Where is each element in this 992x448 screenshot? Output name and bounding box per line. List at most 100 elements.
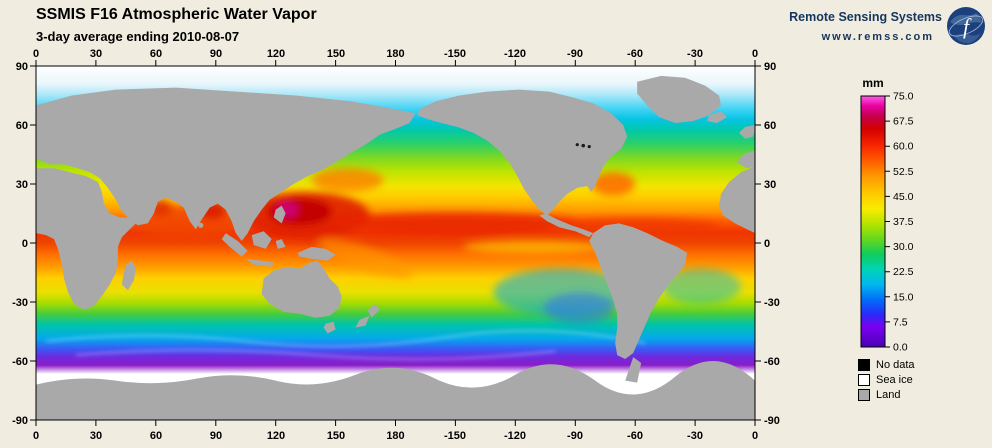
lat-tick-label: -60 — [764, 356, 780, 368]
no-data-swatch — [858, 358, 870, 371]
lon-tick-label: -90 — [567, 48, 583, 60]
landmass-tasmania — [323, 321, 336, 334]
landmass-australia — [261, 260, 342, 318]
lon-tick-label: -60 — [627, 430, 643, 442]
landmass-north-america — [417, 89, 628, 216]
lat-tick-label: 90 — [16, 61, 28, 73]
globe-landmass-south — [954, 32, 981, 44]
lon-tick-label: 120 — [267, 48, 285, 60]
lat-axis-right: 90 60 30 0 -30 -60 -90 — [764, 61, 780, 427]
legend-item-sea-ice: Sea ice — [858, 372, 915, 387]
colorbar-tick-label: 0.0 — [893, 342, 908, 354]
landmass-new-guinea — [297, 246, 336, 261]
landmass-british-isles — [739, 125, 755, 139]
colorbar-tick-label: 15.0 — [893, 291, 914, 303]
landmass-japan — [295, 144, 322, 173]
lat-tick-label: -60 — [12, 356, 28, 368]
landmass-new-zealand-north — [367, 303, 380, 318]
lon-tick-label: 90 — [210, 48, 222, 60]
lon-tick-label: -120 — [504, 430, 526, 442]
globe-orbit-ring — [948, 15, 984, 37]
landmass-java — [245, 258, 274, 267]
southern-ocean-streaks — [45, 329, 646, 361]
lat-tick-label: -90 — [764, 415, 780, 427]
landmass-eurasia — [36, 87, 416, 242]
lon-axis-top: 0 30 60 90 120 150 180 -150 -120 -90 -60… — [33, 48, 758, 60]
lon-tick-label: 60 — [150, 48, 162, 60]
lat-tick-label: 30 — [16, 179, 28, 191]
land-swatch — [858, 388, 870, 401]
colorbar-tick-label: 67.5 — [893, 116, 914, 128]
sea-ice-swatch — [858, 373, 870, 386]
lat-tick-label: 0 — [764, 238, 770, 250]
lon-tick-label: 150 — [327, 48, 345, 60]
colorbar-tick-label: 52.5 — [893, 166, 914, 178]
lon-tick-label: -150 — [444, 430, 466, 442]
page-subtitle: 3-day average ending 2010-08-07 — [36, 29, 240, 44]
lat-tick-label: -30 — [764, 297, 780, 309]
lon-axis-bottom: 0 30 60 90 120 150 180 -150 -120 -90 -60… — [33, 430, 758, 442]
colorbar-tick-label: 22.5 — [893, 266, 914, 278]
page-title: SSMIS F16 Atmospheric Water Vapor — [36, 6, 317, 23]
lon-tick-label: 0 — [752, 430, 758, 442]
lon-tick-label: 120 — [267, 430, 285, 442]
map-legend: No data Sea ice Land — [858, 357, 915, 402]
lon-tick-label: 0 — [33, 430, 39, 442]
colorbar-gradient — [860, 95, 886, 348]
lon-tick-label: 30 — [90, 48, 102, 60]
axis-ticks — [30, 60, 761, 426]
lon-tick-label: 60 — [150, 430, 162, 442]
lon-tick-label: -120 — [504, 48, 526, 60]
colorbar-tick-label: 60.0 — [893, 141, 914, 153]
lon-tick-label: -60 — [627, 48, 643, 60]
lat-tick-label: 0 — [22, 238, 28, 250]
lat-tick-label: 90 — [764, 61, 776, 73]
globe-f-glyph: f — [963, 14, 972, 39]
lon-tick-label: 0 — [752, 48, 758, 60]
moisture-anomaly-blobs — [131, 168, 742, 324]
colorbar-labels: 75.0 67.5 60.0 52.5 45.0 37.5 30.0 22.5 … — [893, 91, 914, 354]
land-layer — [36, 75, 755, 421]
landmass-central-america — [539, 213, 594, 238]
lon-tick-label: -30 — [687, 48, 703, 60]
landmass-iberia — [737, 150, 755, 169]
lat-tick-label: 60 — [16, 120, 28, 132]
lat-tick-label: -90 — [12, 415, 28, 427]
landmass-sulawesi — [275, 239, 286, 249]
lon-tick-label: 30 — [90, 430, 102, 442]
colorbar: mm 75.0 67.5 60.0 52.5 45.0 37.5 30.0 22… — [860, 76, 914, 354]
lat-tick-label: 30 — [764, 179, 776, 191]
colorbar-unit-label: mm — [862, 76, 883, 90]
legend-label-sea-ice: Sea ice — [876, 373, 913, 386]
lon-tick-label: -150 — [444, 48, 466, 60]
legend-label-land: Land — [876, 388, 901, 401]
map-plot — [36, 66, 755, 421]
landmass-philippines — [273, 205, 286, 224]
brand-url-link[interactable]: www.remss.com — [821, 31, 934, 43]
lon-tick-label: 180 — [386, 48, 404, 60]
colorbar-tick-label: 45.0 — [893, 191, 914, 203]
landmass-new-zealand-south — [355, 315, 370, 328]
no-data-specks — [575, 143, 591, 149]
lon-tick-label: 150 — [327, 430, 345, 442]
colorbar-tick-label: 30.0 — [893, 241, 914, 253]
brand-name: Remote Sensing Systems — [789, 10, 942, 24]
lat-tick-label: 60 — [764, 120, 776, 132]
lat-tick-label: -30 — [12, 297, 28, 309]
landmass-south-america — [589, 223, 688, 360]
remss-globe-logo: f — [947, 7, 985, 45]
legend-item-land: Land — [858, 387, 915, 402]
landmass-sumatra — [221, 233, 248, 257]
legend-label-no-data: No data — [876, 358, 915, 371]
landmass-madagascar — [121, 260, 136, 291]
landmass-west-africa — [719, 166, 755, 234]
colorbar-ticks — [885, 95, 890, 348]
landmass-antarctica — [36, 361, 755, 421]
lon-tick-label: 180 — [386, 430, 404, 442]
landmass-sri-lanka — [198, 222, 204, 228]
lon-tick-label: -30 — [687, 430, 703, 442]
landmass-greenland — [637, 75, 722, 124]
colorbar-tick-label: 75.0 — [893, 91, 914, 103]
